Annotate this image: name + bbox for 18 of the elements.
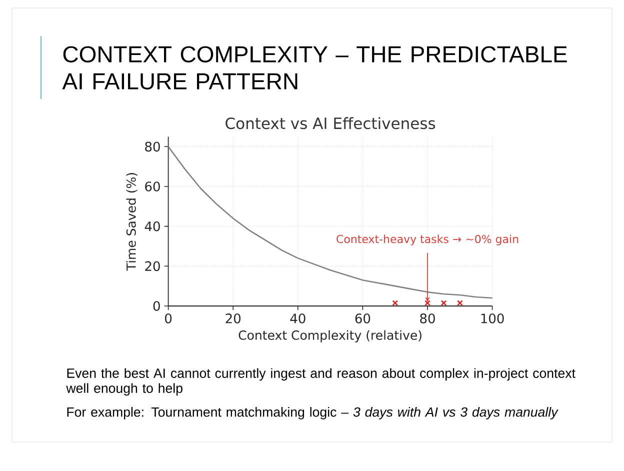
x-tick-label: 0: [165, 314, 172, 324]
y-tick-label: 80: [145, 142, 160, 152]
text: For example: Tournament matchmaking logic – 3 days with AI vs 3 days manually: [67, 406, 558, 420]
chart-title: CONTEXT COMPLEXITY – THE PREDICTABLE AI FAILURE PATTERN: [62, 46, 567, 90]
y-tick-label: 20: [145, 261, 160, 272]
y-axis-title: Time Saved (%): [126, 173, 138, 271]
x-tick-label: 40: [290, 314, 306, 324]
x-tick-label: 20: [226, 314, 241, 324]
y-tick-label: 40: [144, 221, 160, 232]
x-axis-title: Context Complexity (relative): [238, 330, 422, 342]
y-tick-label: 0: [153, 301, 160, 311]
text: Even the best AI cannot currently ingest and reason about complex in-project context well enough to help: [66, 368, 576, 396]
chart-subtitle: Context vs AI Effectiveness: [226, 117, 436, 130]
x-tick-label: 100: [481, 314, 504, 324]
y-tick-label: 60: [145, 182, 160, 192]
x-tick-label: 60: [355, 314, 370, 324]
annotation: Context-heavy tasks → ~0% gain: [336, 234, 518, 246]
x-tick-label: 80: [420, 314, 435, 324]
